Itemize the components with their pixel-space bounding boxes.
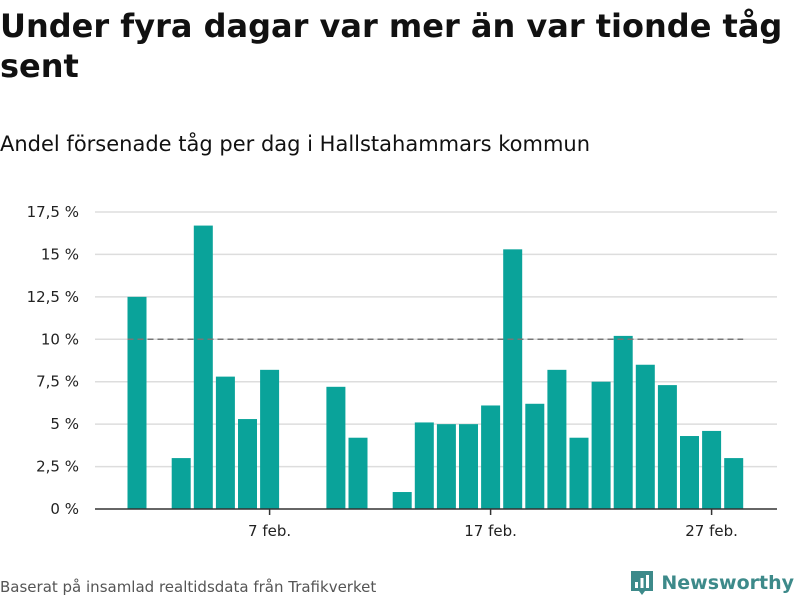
bar (459, 424, 478, 509)
chart-subtitle: Andel försenade tåg per dag i Hallstaham… (0, 132, 591, 156)
chart-title: Under fyra dagar var mer än var tionde t… (0, 7, 783, 85)
bar (657, 385, 677, 509)
y-tick-label: 15 % (41, 245, 79, 263)
bar (238, 419, 257, 509)
bar (414, 422, 434, 509)
bar (724, 458, 744, 509)
bar (392, 492, 412, 509)
y-tick-label: 10 % (41, 330, 79, 348)
x-axis: 7 feb. 17 feb. 27 feb. (95, 508, 777, 540)
x-tick-label: 17 feb. (464, 522, 517, 540)
bar (680, 436, 699, 509)
x-tick-label: 27 feb. (685, 522, 738, 540)
bar (215, 376, 235, 509)
bar (171, 458, 191, 509)
bar (326, 386, 346, 509)
bar (702, 430, 722, 509)
y-tick-label: 12,5 % (27, 288, 79, 306)
bar (613, 335, 633, 509)
bars (127, 225, 744, 509)
y-tick-label: 0 % (50, 500, 79, 518)
source-note: Baserat på insamlad realtidsdata från Tr… (0, 578, 377, 596)
bar (635, 364, 655, 509)
bar (525, 403, 545, 509)
bar (547, 369, 567, 509)
bar (503, 249, 523, 509)
brand-name: Newsworthy (661, 572, 794, 594)
newsworthy-logo-icon (631, 571, 654, 595)
y-axis-labels: 0 % 2,5 % 5 % 7,5 % 10 % 12,5 % 15 % 17,5 % (27, 203, 79, 518)
y-tick-label: 7,5 % (36, 373, 79, 391)
bar (481, 405, 501, 509)
y-tick-label: 5 % (50, 415, 79, 433)
brand-logo: Newsworthy (629, 569, 794, 597)
y-tick-label: 2,5 % (36, 458, 79, 476)
bar (127, 296, 147, 509)
bar (436, 424, 456, 509)
y-tick-label: 17,5 % (27, 203, 79, 221)
bar (260, 369, 280, 509)
bar (591, 381, 611, 509)
bar-chart: 0 % 2,5 % 5 % 7,5 % 10 % 12,5 % 15 % 17,5 % 7 f… (27, 203, 777, 540)
x-tick-label: 7 feb. (248, 522, 291, 540)
bar (348, 437, 368, 509)
bar (569, 437, 589, 509)
bar (193, 225, 213, 509)
